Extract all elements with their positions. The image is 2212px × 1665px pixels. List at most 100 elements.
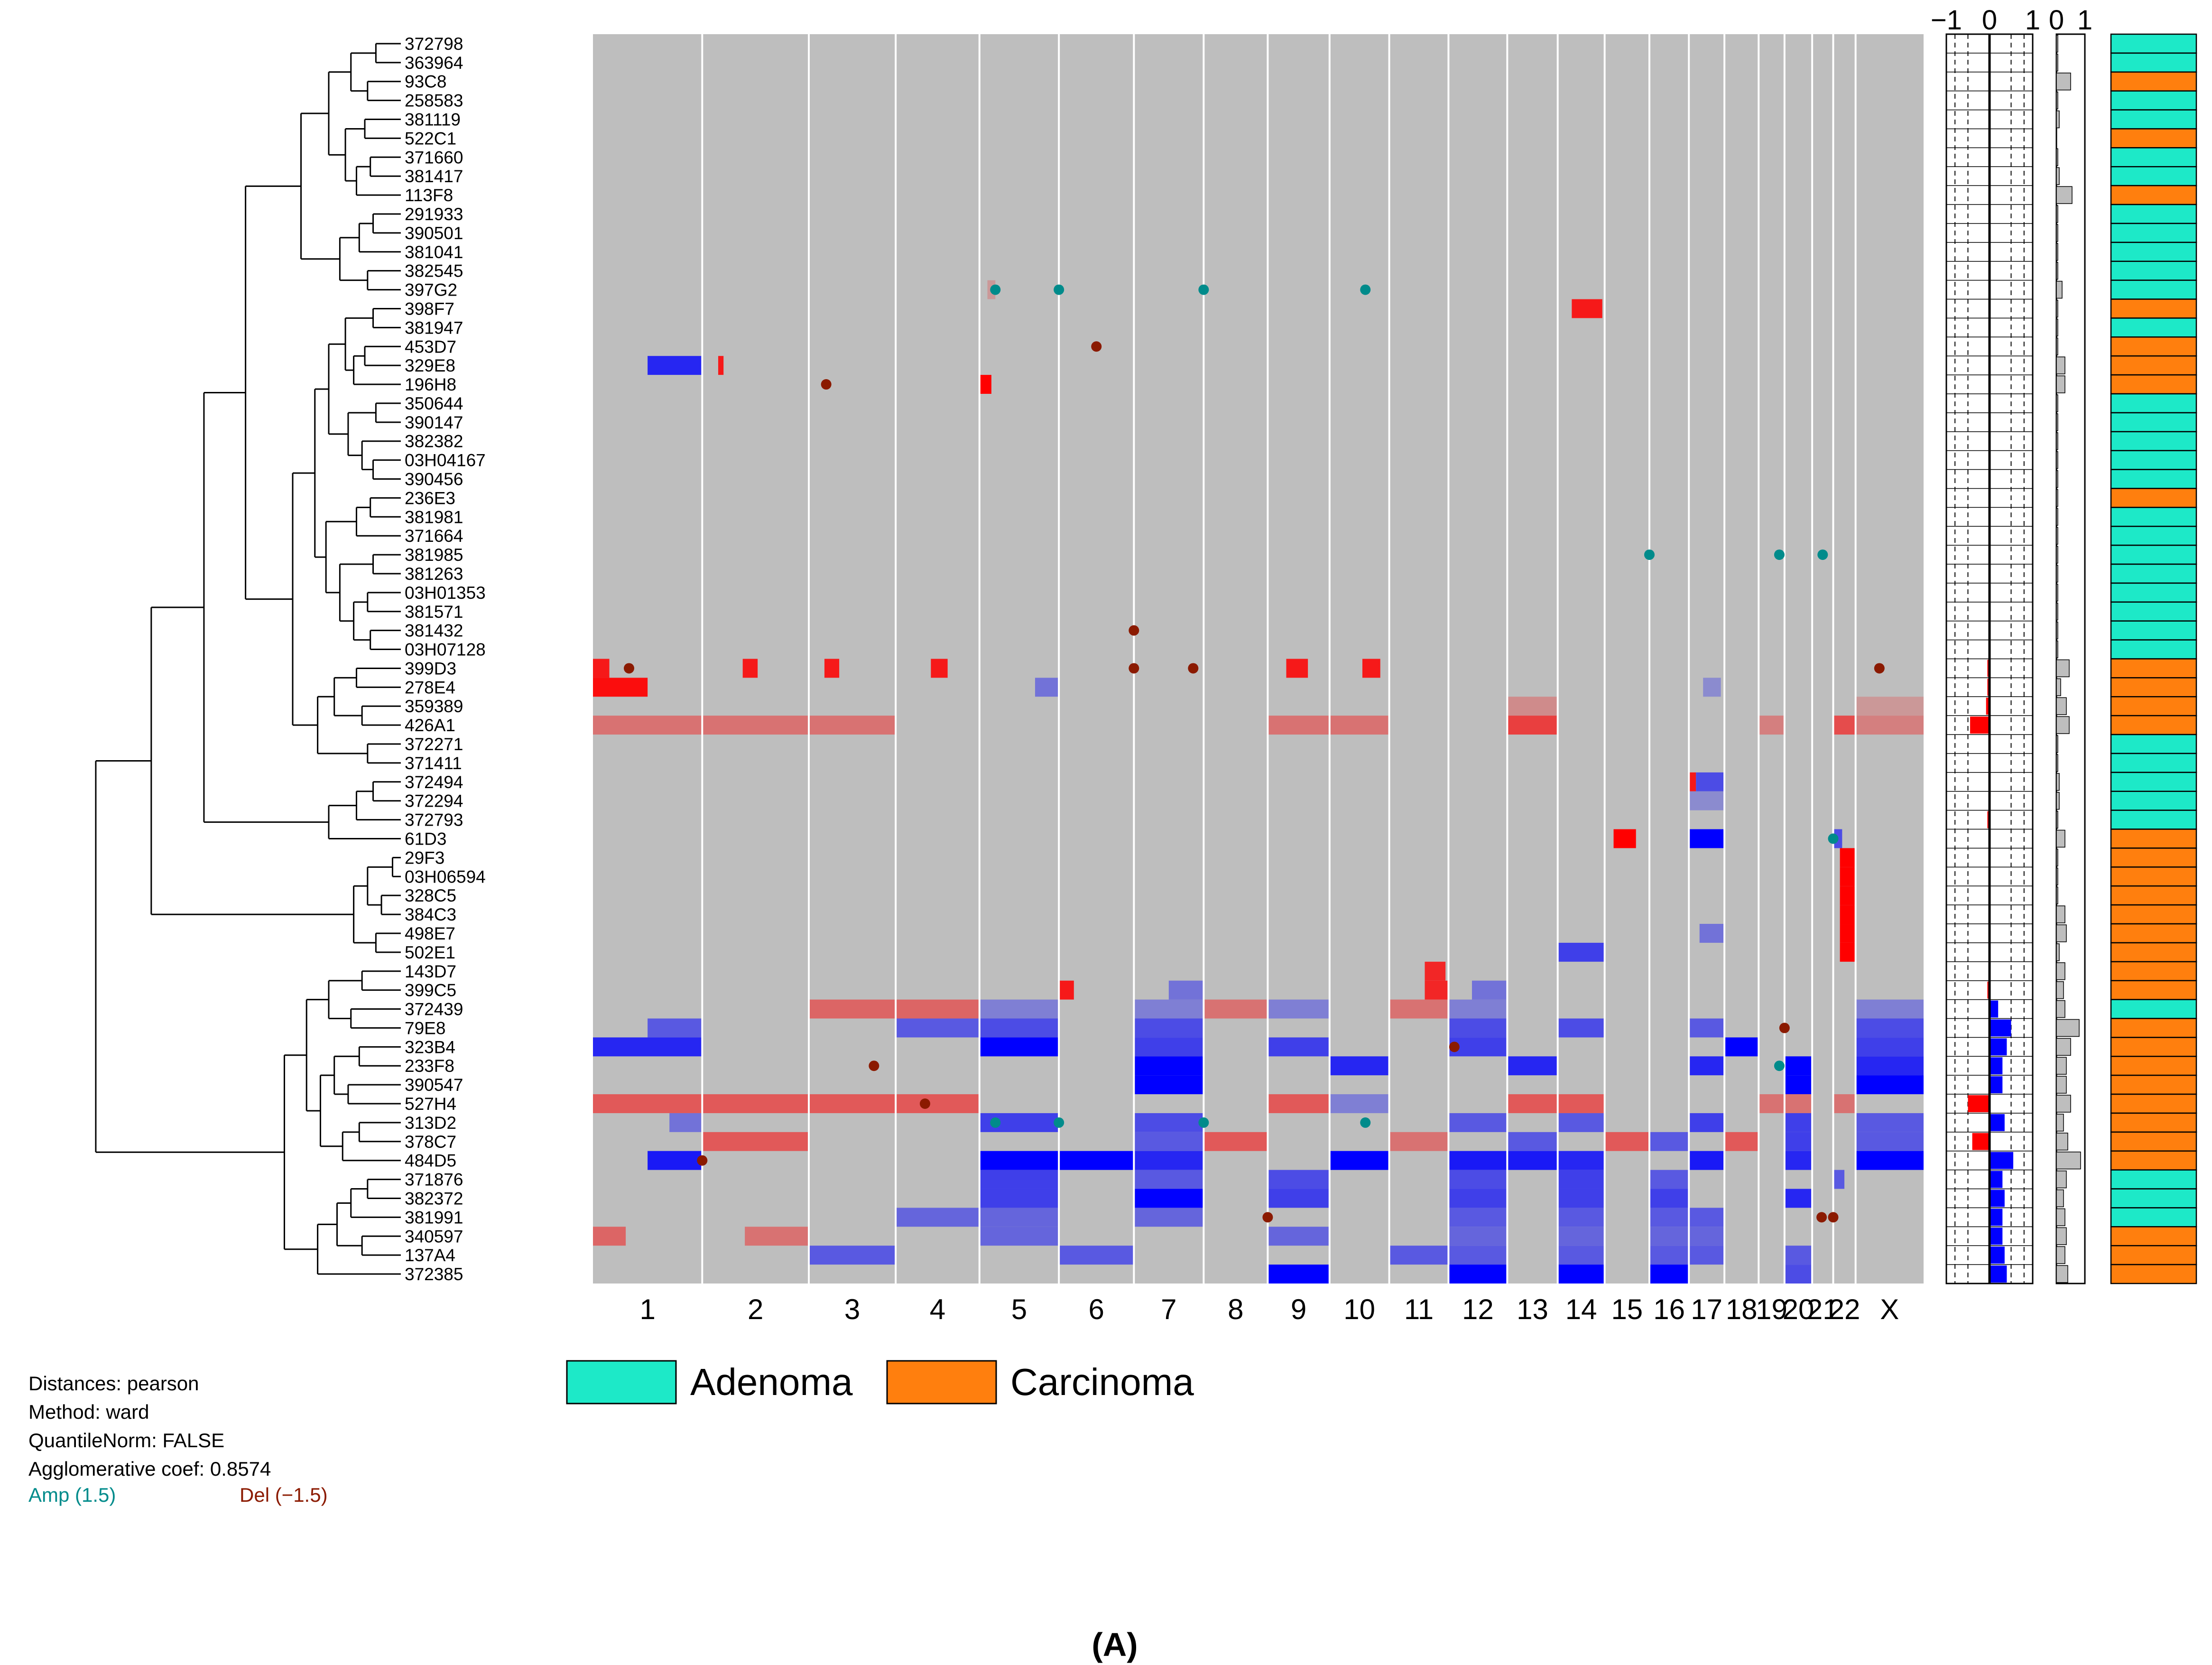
sample-class-column [2110, 33, 2197, 1284]
cn-segment [1134, 999, 1204, 1019]
barplot2-bar [2056, 280, 2063, 299]
chromosome-label: 17 [1691, 1293, 1722, 1325]
sample-class-cell [2110, 90, 2197, 111]
barplot2-bar [2056, 867, 2058, 885]
amp-marker [1774, 1060, 1785, 1071]
cn-segment [593, 678, 648, 697]
barplot2-bar [2056, 54, 2058, 72]
barplot2-bar [2056, 1000, 2065, 1018]
legend-label-carcinoma: Carcinoma [1010, 1361, 1194, 1403]
sample-class-cell [2110, 336, 2197, 357]
cn-segment [1689, 1113, 1725, 1132]
info-quantilenorm: QuantileNorm: FALSE [28, 1429, 224, 1451]
del-marker [1449, 1042, 1460, 1052]
cn-segment [1268, 716, 1330, 735]
barplot2-bar [2056, 924, 2067, 942]
barplot2-bar [2056, 697, 2067, 715]
cn-segment [1268, 1037, 1330, 1057]
cn-segment [979, 1151, 1059, 1170]
cn-segment [1425, 980, 1449, 1000]
cn-segment [1840, 848, 1856, 867]
sample-class-cell [2110, 1169, 2197, 1190]
amp-marker [1360, 284, 1371, 295]
sample-class-cell [2110, 696, 2197, 716]
cn-segment [1784, 1151, 1813, 1170]
barplot2-bar [2056, 621, 2058, 640]
barplot2-bar [2056, 35, 2058, 53]
cn-segment [1557, 1094, 1605, 1113]
cn-segment [896, 1208, 980, 1227]
barplot1-bar [1990, 1057, 2003, 1075]
sample-label: 382372 [405, 1189, 463, 1208]
sample-class-cell [2110, 317, 2197, 338]
cn-segment [718, 356, 724, 375]
cn-segment [896, 1094, 980, 1113]
sample-class-cell [2110, 1207, 2197, 1228]
cn-segment [1855, 1132, 1924, 1151]
barplot2-bar [2056, 1246, 2065, 1264]
cn-segment [593, 1227, 626, 1246]
chromosome-label: X [1880, 1293, 1899, 1325]
sample-label: 291933 [405, 205, 463, 224]
info-method: Method: ward [28, 1401, 149, 1423]
sample-label: 03H04167 [405, 451, 486, 470]
cn-segment [1840, 867, 1856, 886]
del-marker [1188, 663, 1199, 674]
barplot1-bar [1990, 1000, 1999, 1018]
barplot1-tick-label: 0 [1982, 5, 1997, 36]
del-marker [1129, 663, 1139, 674]
cn-segment [1035, 678, 1059, 697]
sample-class-cell [2110, 885, 2197, 906]
sample-class-cell [2110, 809, 2197, 830]
chromosome-label: 16 [1653, 1293, 1685, 1325]
barplot2-bar [2056, 1208, 2065, 1227]
barplot2-bar [2056, 318, 2058, 337]
sample-class-cell [2110, 204, 2197, 224]
sample-class-cell [2110, 639, 2197, 660]
barplot1-bar [1972, 1133, 1990, 1150]
cn-segment [1448, 1265, 1508, 1284]
barplot2-bar [2056, 848, 2058, 867]
cn-segment [1689, 1208, 1725, 1227]
cn-segment [1268, 1189, 1330, 1208]
cn-segment [1448, 1113, 1508, 1132]
sample-label: 372439 [405, 1000, 463, 1019]
del-marker [869, 1060, 879, 1071]
barplot2-bar [2056, 735, 2058, 753]
sample-label: 372798 [405, 34, 463, 54]
cn-segment [1689, 1056, 1725, 1076]
barplot2-bar [2056, 1114, 2064, 1132]
heatmap-panel [593, 34, 1924, 1284]
del-marker [1816, 1212, 1827, 1223]
cn-segment [742, 659, 758, 678]
legend-swatch-carcinoma [886, 1360, 997, 1405]
cn-segment [1448, 1189, 1508, 1208]
del-marker [821, 379, 832, 390]
cn-segment [979, 1227, 1059, 1246]
barplot2-bar [2056, 356, 2065, 374]
cn-segment [1689, 1018, 1725, 1038]
sample-class-cell [2110, 658, 2197, 679]
barplot2-bar [2056, 489, 2058, 507]
sample-label: 329E8 [405, 356, 455, 375]
sample-class-cell [2110, 166, 2197, 186]
cn-segment [1855, 1151, 1924, 1170]
cn-segment [1557, 1189, 1605, 1208]
cn-segment [1134, 1037, 1204, 1057]
mean-value-barplot: −1 0 1 [1931, 5, 2040, 1284]
cn-segment [1134, 1132, 1204, 1151]
cn-segment [1855, 999, 1924, 1019]
barplot1-bar [1990, 1038, 2007, 1056]
cn-segment [1059, 1246, 1134, 1265]
cn-segment [1833, 1094, 1856, 1113]
cn-segment [1784, 1094, 1813, 1113]
sample-label: 371664 [405, 526, 463, 546]
chromosome-label: 19 [1756, 1293, 1787, 1325]
cn-segment [1689, 1151, 1725, 1170]
sample-class-cell [2110, 52, 2197, 73]
barplot2-bar [2056, 224, 2058, 242]
sample-label: 390501 [405, 223, 463, 243]
sample-class-cell [2110, 525, 2197, 546]
